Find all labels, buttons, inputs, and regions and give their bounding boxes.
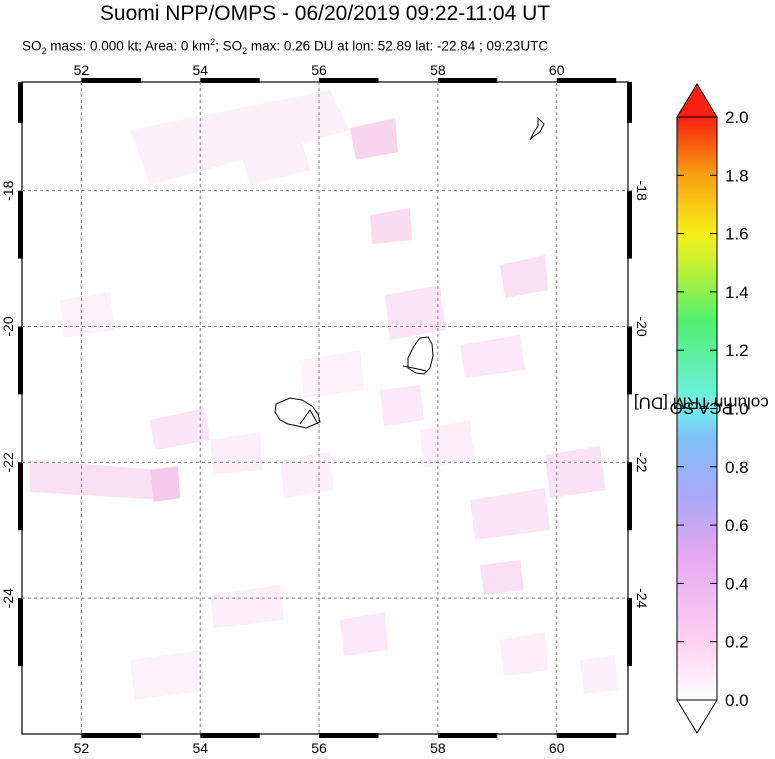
- lat-tick-label-left: -24: [0, 588, 16, 608]
- lon-tick-label-bottom: 56: [311, 740, 327, 756]
- colorbar-tick-label: 1.8: [725, 166, 749, 185]
- lat-tick-label-right: -20: [634, 316, 650, 336]
- lat-tick-label-right: -24: [634, 588, 650, 608]
- colorbar-tick-label: 1.0: [725, 400, 749, 419]
- map-gridlines: [22, 82, 628, 734]
- lon-tick-label-top: 58: [430, 62, 446, 78]
- lon-tick-label-top: 54: [192, 62, 208, 78]
- map-border-ticks: [18, 78, 632, 738]
- border-segment: [81, 78, 141, 83]
- reunion-island-coastline: [274, 397, 321, 429]
- map-axis-labels: 52 52 54 54 56 56 58 58 60 60 -18 -18 -20 -20 -22 -22 -2…: [0, 62, 650, 756]
- border-segment: [319, 733, 379, 738]
- border-segment: [18, 190, 23, 259]
- colorbar-tick-label: 0.2: [725, 633, 749, 652]
- border-segment: [18, 462, 23, 531]
- border-segment: [627, 190, 632, 259]
- map-title: Suomi NPP/OMPS - 06/20/2019 09:22-11:04 …: [99, 2, 551, 25]
- border-segment: [200, 78, 260, 83]
- border-segment: [556, 733, 617, 738]
- lon-tick-label-bottom: 58: [430, 740, 446, 756]
- border-segment: [81, 733, 141, 738]
- colorbar-tick-label: 1.2: [725, 341, 749, 360]
- border-segment: [200, 733, 260, 738]
- border-segment: [627, 82, 632, 123]
- lat-tick-label-right: -22: [634, 452, 650, 472]
- mauritius-island-inner: [402, 365, 427, 372]
- colorbar-tick-label: 1.6: [725, 225, 749, 244]
- border-segment: [18, 598, 23, 667]
- border-segment: [437, 78, 498, 83]
- border-segment: [18, 326, 23, 395]
- lat-tick-label-left: -22: [0, 452, 16, 472]
- lon-tick-label-bottom: 52: [74, 740, 90, 756]
- border-segment: [18, 82, 23, 123]
- lat-tick-label-right: -18: [634, 181, 650, 201]
- border-segment: [319, 78, 379, 83]
- map-subtitle: SO2 mass: 0.000 kt; Area: 0 km2; SO2 max…: [22, 37, 549, 57]
- reunion-island-volcano: [299, 409, 319, 425]
- lon-tick-label-top: 52: [74, 62, 90, 78]
- cargados-carajos-coastline: [529, 116, 545, 141]
- border-segment: [556, 78, 617, 83]
- so2-pixel-field: [30, 90, 618, 700]
- colorbar-tick-label: 0.8: [725, 458, 749, 477]
- border-segment: [437, 733, 498, 738]
- lon-tick-label-bottom: 60: [549, 740, 565, 756]
- lon-tick-label-top: 56: [311, 62, 327, 78]
- colorbar-tick-label: 0.4: [725, 574, 749, 593]
- border-segment: [627, 462, 632, 531]
- lon-tick-label-bottom: 54: [192, 740, 208, 756]
- colorbar-tick-label: 0.6: [725, 516, 749, 535]
- coastlines: [274, 116, 545, 429]
- colorbar-tick-label: 1.4: [725, 283, 749, 302]
- colorbar-tick-label: 0.0: [725, 691, 749, 710]
- lat-tick-label-left: -18: [0, 180, 16, 200]
- border-segment: [627, 326, 632, 395]
- colorbar-ticks: 2.0 1.8 1.6 1.4 1.2 1.0 0.8 0.6 0.4 0.2 0.0: [677, 108, 749, 710]
- mauritius-island-coastline: [407, 336, 434, 375]
- lon-tick-label-top: 60: [549, 62, 565, 78]
- colorbar-max-arrow: [676, 83, 718, 118]
- colorbar-min-arrow: [676, 699, 718, 734]
- lat-tick-label-left: -20: [0, 316, 16, 336]
- border-segment: [627, 598, 632, 667]
- colorbar-tick-label: 2.0: [725, 108, 749, 127]
